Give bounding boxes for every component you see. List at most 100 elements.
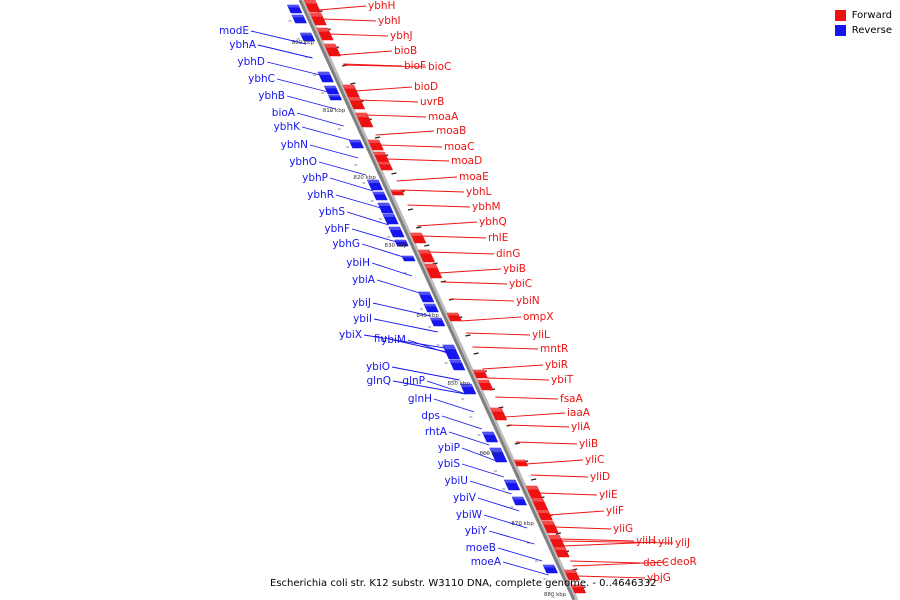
forward-gene-label: bioD (414, 81, 438, 93)
gene-block-shine (324, 44, 337, 48)
forward-gene-label: ybhL (466, 186, 492, 198)
gene-block-shine (355, 113, 369, 118)
gene-block-shine (504, 480, 517, 483)
reverse-gene-block (299, 32, 316, 42)
minor-tick (415, 226, 422, 229)
gene-block-shine (442, 345, 456, 350)
forward-leader-line (386, 158, 450, 162)
reverse-gene-block (401, 255, 416, 262)
reverse-leader-line (257, 44, 313, 59)
reverse-leader-line (372, 302, 431, 317)
forward-gene-label: ybhM (472, 201, 501, 213)
forward-gene-label: yliL (532, 329, 550, 341)
reverse-gene-label: ybiA (352, 274, 376, 286)
reverse-leader-line (407, 339, 448, 354)
forward-leader-line (560, 538, 635, 542)
forward-gene-label: moaD (451, 155, 482, 167)
reverse-gene-block (503, 479, 521, 491)
reverse-gene-label: ybiX (339, 329, 362, 341)
reverse-gene-label: ybiM (381, 334, 406, 346)
forward-gene-block (563, 569, 581, 581)
reverse-gene-block (317, 71, 334, 83)
reverse-leader-line (469, 480, 512, 495)
gene-block-shine (410, 233, 423, 236)
reverse-gene-block (489, 447, 508, 463)
forward-leader-line (322, 18, 377, 22)
forward-leader-line (438, 268, 502, 274)
reverse-gene-block (423, 303, 439, 313)
gene-block-shine (401, 256, 414, 258)
gene-block-shine (541, 521, 555, 525)
reverse-gene-label: dps (421, 410, 440, 422)
forward-leader-line (442, 281, 508, 285)
reverse-gene-block (417, 291, 435, 303)
minor-tick (424, 244, 430, 247)
gene-block-shine (390, 190, 403, 192)
forward-gene-label: yliA (571, 421, 591, 433)
reverse-leader-line (361, 243, 404, 258)
gene-block-shine (367, 140, 381, 143)
gene-block-shine (316, 28, 330, 32)
gene-block-shine (373, 152, 386, 155)
forward-leader-line (472, 346, 539, 350)
gene-block-shine (348, 140, 362, 143)
gene-block-shine (388, 227, 402, 230)
forward-gene-label: moaE (459, 171, 489, 183)
gene-block-shine (328, 95, 341, 97)
forward-leader-line (329, 33, 389, 37)
reverse-gene-block (348, 139, 364, 149)
gene-block-shine (317, 72, 331, 75)
reverse-leader-line (426, 380, 467, 395)
forward-gene-block (309, 12, 327, 26)
reverse-gene-label: ybhD (237, 56, 265, 68)
gene-block-shine (300, 33, 313, 36)
forward-leader-line (366, 114, 427, 118)
reverse-gene-label: ybhG (332, 238, 360, 250)
gene-block-shine (511, 497, 525, 500)
reverse-gene-label: moeB (466, 542, 496, 554)
gene-block-shine (287, 5, 300, 8)
reverse-gene-label: ybhN (281, 139, 308, 151)
reverse-leader-line (376, 279, 420, 294)
reverse-gene-label: ybiV (453, 492, 477, 504)
reverse-leader-line (351, 228, 397, 243)
gene-block-shine (324, 86, 337, 89)
forward-gene-label: bioC (428, 61, 451, 73)
gene-block-shine (553, 547, 567, 550)
forward-gene-block (323, 43, 341, 57)
forward-gene-label: yliJ (675, 537, 690, 549)
reverse-gene-block (449, 359, 466, 371)
reverse-gene-block (459, 383, 477, 395)
reverse-gene-label: ybiO (366, 361, 390, 373)
reverse-swatch (834, 25, 846, 36)
minor-tick (473, 352, 479, 355)
legend: Forward Reverse (834, 8, 892, 38)
forward-gene-label: ybhQ (479, 216, 507, 228)
reverse-gene-label: ybiP (438, 442, 460, 454)
reverse-gene-label: ybiH (346, 257, 370, 269)
reverse-gene-block (481, 431, 499, 443)
gene-block-shine (543, 565, 556, 568)
gene-block-shine (460, 384, 473, 387)
kbp-tick-label: 820 kbp (353, 175, 376, 181)
gene-block-shine (514, 460, 526, 462)
legend-reverse: Reverse (834, 23, 892, 38)
reverse-leader-line (346, 211, 389, 226)
reverse-leader-line (441, 415, 483, 430)
gene-block-shine (548, 535, 562, 540)
reverse-leader-line (296, 112, 344, 127)
forward-leader-line (375, 130, 435, 136)
minor-tick (407, 208, 414, 211)
kbp-tick-label: 830 kbp (384, 243, 407, 249)
reverse-gene-label: rhtA (425, 426, 448, 438)
minor-tick (531, 478, 537, 481)
forward-leader-line (508, 424, 570, 428)
reverse-leader-line (483, 514, 528, 529)
reverse-gene-label: ybiJ (352, 297, 371, 309)
gene-block-shine (342, 85, 356, 89)
genome-caption: Escherichia coli str. K12 substr. W3110 … (270, 578, 657, 589)
forward-gene-label: yliI (658, 536, 673, 548)
gene-block-shine (291, 15, 304, 18)
forward-gene-label: yliE (599, 489, 618, 501)
